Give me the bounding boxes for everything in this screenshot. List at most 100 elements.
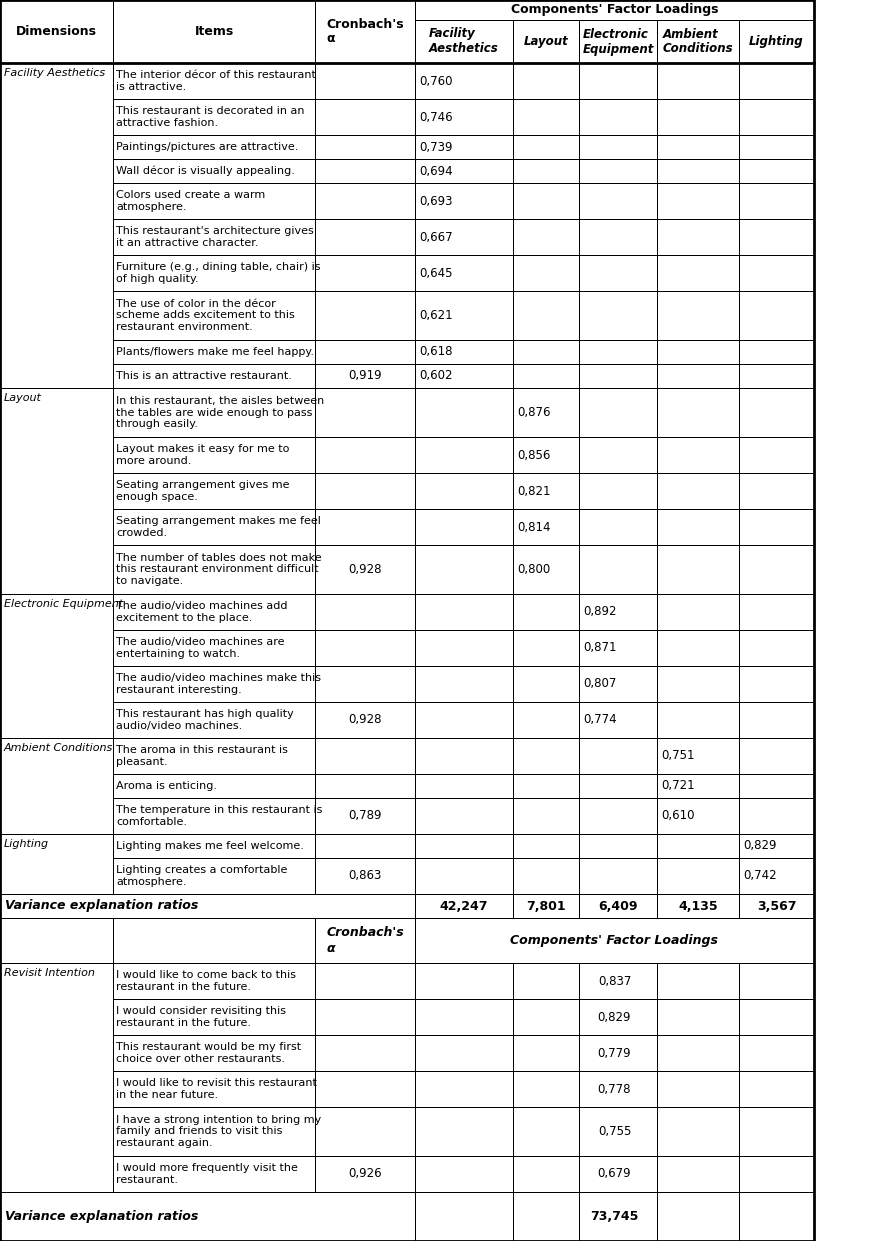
Bar: [657, 159, 739, 182]
Text: Cronbach's
α: Cronbach's α: [327, 17, 404, 46]
Text: 0,919: 0,919: [348, 370, 381, 382]
Bar: [415, 798, 513, 834]
Text: 0,621: 0,621: [419, 309, 452, 321]
Text: I would like to come back to this
restaurant in the future.: I would like to come back to this restau…: [116, 970, 296, 992]
Text: 0,602: 0,602: [419, 370, 452, 382]
Bar: [579, 834, 657, 858]
Text: 0,667: 0,667: [419, 231, 452, 243]
Bar: [0, 63, 113, 388]
Bar: [513, 290, 579, 340]
Bar: [113, 594, 315, 630]
Text: 0,876: 0,876: [517, 406, 550, 419]
Bar: [415, 218, 513, 254]
Text: Aroma is enticing.: Aroma is enticing.: [116, 781, 217, 791]
Bar: [513, 999, 579, 1035]
Bar: [579, 364, 657, 388]
Text: Layout makes it easy for me to
more around.: Layout makes it easy for me to more arou…: [116, 444, 289, 465]
Bar: [657, 254, 739, 290]
Bar: [657, 1107, 739, 1157]
Bar: [739, 1157, 814, 1193]
Bar: [739, 135, 814, 159]
Bar: [657, 738, 739, 774]
Text: 0,871: 0,871: [583, 642, 617, 654]
Bar: [579, 20, 657, 63]
Text: Ambient Conditions: Ambient Conditions: [4, 743, 113, 753]
Bar: [113, 0, 315, 63]
Text: I would consider revisiting this
restaurant in the future.: I would consider revisiting this restaur…: [116, 1006, 286, 1028]
Text: 0,856: 0,856: [517, 448, 550, 462]
Bar: [0, 1193, 415, 1241]
Bar: [415, 99, 513, 135]
Bar: [739, 99, 814, 135]
Bar: [579, 630, 657, 666]
Bar: [315, 159, 415, 182]
Bar: [513, 1193, 579, 1241]
Bar: [415, 1071, 513, 1107]
Bar: [113, 858, 315, 894]
Bar: [579, 594, 657, 630]
Text: 0,693: 0,693: [419, 195, 452, 207]
Bar: [657, 630, 739, 666]
Bar: [415, 1193, 513, 1241]
Bar: [0, 834, 113, 894]
Text: 0,928: 0,928: [349, 563, 381, 576]
Bar: [113, 918, 315, 963]
Bar: [415, 858, 513, 894]
Bar: [415, 63, 513, 99]
Bar: [0, 0, 113, 63]
Text: This is an attractive restaurant.: This is an attractive restaurant.: [116, 371, 292, 381]
Text: 0,789: 0,789: [349, 809, 381, 823]
Text: This restaurant is decorated in an
attractive fashion.: This restaurant is decorated in an attra…: [116, 107, 304, 128]
Bar: [579, 182, 657, 218]
Bar: [113, 630, 315, 666]
Text: 3,567: 3,567: [757, 900, 796, 912]
Bar: [415, 738, 513, 774]
Bar: [113, 388, 315, 437]
Bar: [579, 63, 657, 99]
Bar: [315, 738, 415, 774]
Bar: [415, 834, 513, 858]
Bar: [315, 1035, 415, 1071]
Text: Lighting: Lighting: [750, 35, 804, 48]
Bar: [513, 509, 579, 545]
Bar: [657, 340, 739, 364]
Text: The audio/video machines are
entertaining to watch.: The audio/video machines are entertainin…: [116, 637, 284, 659]
Bar: [415, 159, 513, 182]
Text: 0,751: 0,751: [661, 750, 695, 762]
Bar: [657, 666, 739, 702]
Bar: [315, 0, 415, 63]
Bar: [315, 388, 415, 437]
Text: 0,779: 0,779: [597, 1046, 631, 1060]
Bar: [0, 963, 113, 1193]
Bar: [513, 834, 579, 858]
Text: 0,739: 0,739: [419, 140, 452, 154]
Bar: [739, 159, 814, 182]
Bar: [513, 218, 579, 254]
Text: Components' Factor Loadings: Components' Factor Loadings: [511, 934, 719, 947]
Bar: [579, 159, 657, 182]
Bar: [657, 290, 739, 340]
Text: 0,928: 0,928: [349, 714, 381, 726]
Bar: [739, 702, 814, 738]
Text: Lighting: Lighting: [4, 839, 50, 849]
Bar: [113, 99, 315, 135]
Bar: [113, 254, 315, 290]
Bar: [657, 594, 739, 630]
Bar: [579, 702, 657, 738]
Bar: [513, 702, 579, 738]
Bar: [415, 388, 513, 437]
Bar: [113, 473, 315, 509]
Bar: [739, 1107, 814, 1157]
Bar: [739, 63, 814, 99]
Bar: [315, 630, 415, 666]
Bar: [579, 473, 657, 509]
Bar: [415, 135, 513, 159]
Bar: [657, 774, 739, 798]
Text: Facility Aesthetics: Facility Aesthetics: [4, 68, 105, 78]
Text: This restaurant's architecture gives
it an attractive character.: This restaurant's architecture gives it …: [116, 226, 314, 248]
Bar: [513, 594, 579, 630]
Text: Ambient
Conditions: Ambient Conditions: [663, 27, 734, 56]
Bar: [513, 135, 579, 159]
Bar: [739, 963, 814, 999]
Bar: [513, 774, 579, 798]
